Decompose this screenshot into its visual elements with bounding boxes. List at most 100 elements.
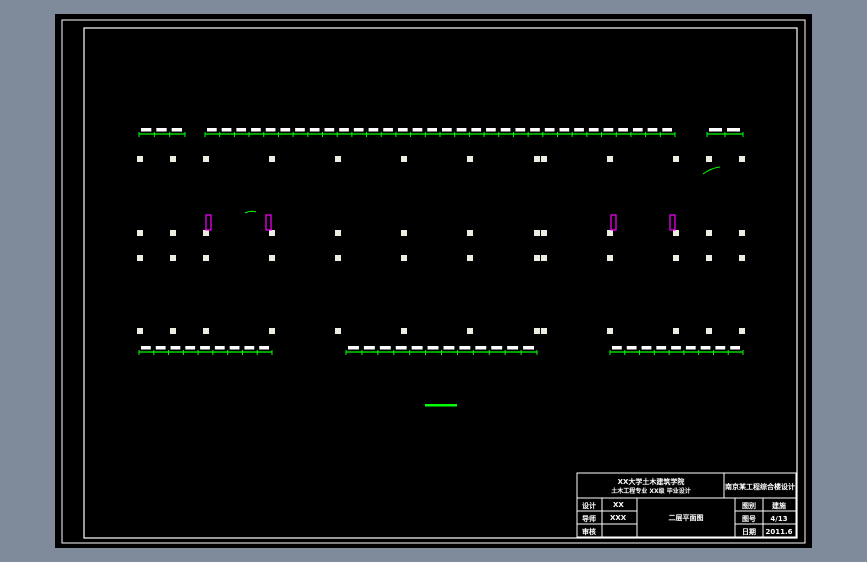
dimension-text [603,128,614,132]
dimension-text [727,128,740,132]
column [170,328,176,334]
column [269,255,275,261]
dimension-text [259,346,269,350]
column [534,328,540,334]
dimension-text [185,346,196,350]
dimension-text [715,346,726,350]
inner-frame [83,27,798,539]
dimension-text [662,128,672,132]
column [401,255,407,261]
column [401,230,407,236]
dimension-text [618,128,628,132]
title-block [576,472,797,538]
column [203,328,209,334]
dimension-text [486,128,496,132]
dimension-text [379,346,391,350]
advisor-value: XXX [610,514,627,522]
column [706,156,712,162]
column [401,156,407,162]
column [170,156,176,162]
column [607,328,613,334]
column [269,230,275,236]
dimension-text [221,128,232,132]
class-line: 土木工程专业 XX级 毕业设计 [611,487,690,495]
column [541,156,547,162]
dimension-text [207,128,217,132]
stair-marker [265,214,272,231]
column [467,255,473,261]
dimension-text [427,346,439,350]
dimension-text [507,346,519,350]
dimension-text [443,346,455,350]
column [673,328,679,334]
dimension-text [395,346,407,350]
column [335,156,341,162]
column [534,156,540,162]
column [203,230,209,236]
column [739,255,745,261]
dimension-text [229,346,240,350]
dimension-text [612,346,622,350]
dimension-text [442,128,452,132]
dimension-text [265,128,276,132]
dimension-text [626,346,637,350]
dimension-text [730,346,740,350]
dimension-text [632,128,643,132]
column [607,156,613,162]
dimension-text [456,128,467,132]
dimension-text [363,346,375,350]
dimension-text [459,346,471,350]
dimension-text [559,128,570,132]
dimension-lines [138,128,744,355]
cad-drawing-canvas[interactable]: XX大学土木建筑学院 土木工程专业 XX级 毕业设计 南京某工程综合楼设计 二层… [55,14,812,548]
dimension-text [523,346,534,350]
dimension-text [500,128,511,132]
dimension-text [155,346,166,350]
stair-marker [205,214,212,231]
dimension-text [475,346,487,350]
drawing-title: 二层平面图 [669,513,704,522]
dimension-text [412,128,423,132]
column [467,156,473,162]
column [706,255,712,261]
column [673,156,679,162]
stair-markers [205,214,676,231]
outer-frame [61,19,806,544]
designer-value: XX [613,501,624,509]
column [137,230,143,236]
dimension-text [309,128,320,132]
dimension-text [397,128,408,132]
dimension-text [383,128,393,132]
column [739,156,745,162]
column [335,328,341,334]
dimension-text [236,128,247,132]
column [170,255,176,261]
dimension-text [368,128,379,132]
dimension-text [324,128,335,132]
dimension-text [709,128,722,132]
column [203,156,209,162]
drawing-type-value: 建施 [772,501,786,510]
annotation-leader [244,210,257,214]
column [401,328,407,334]
stair-marker [669,214,676,231]
column [467,328,473,334]
annotation-leader [702,166,721,175]
column [706,230,712,236]
dimension-text [280,128,291,132]
dimension-text [141,346,151,350]
dimension-text [656,346,667,350]
drawing-number-label: 图号 [742,514,756,523]
dimension-text [251,128,261,132]
dimension-text [471,128,482,132]
designer-label: 设计 [582,501,596,510]
dimension-text [339,128,349,132]
column [541,255,547,261]
column [739,230,745,236]
column [534,230,540,236]
column [534,255,540,261]
column [269,156,275,162]
column [170,230,176,236]
dimension-text [530,128,540,132]
column [335,230,341,236]
